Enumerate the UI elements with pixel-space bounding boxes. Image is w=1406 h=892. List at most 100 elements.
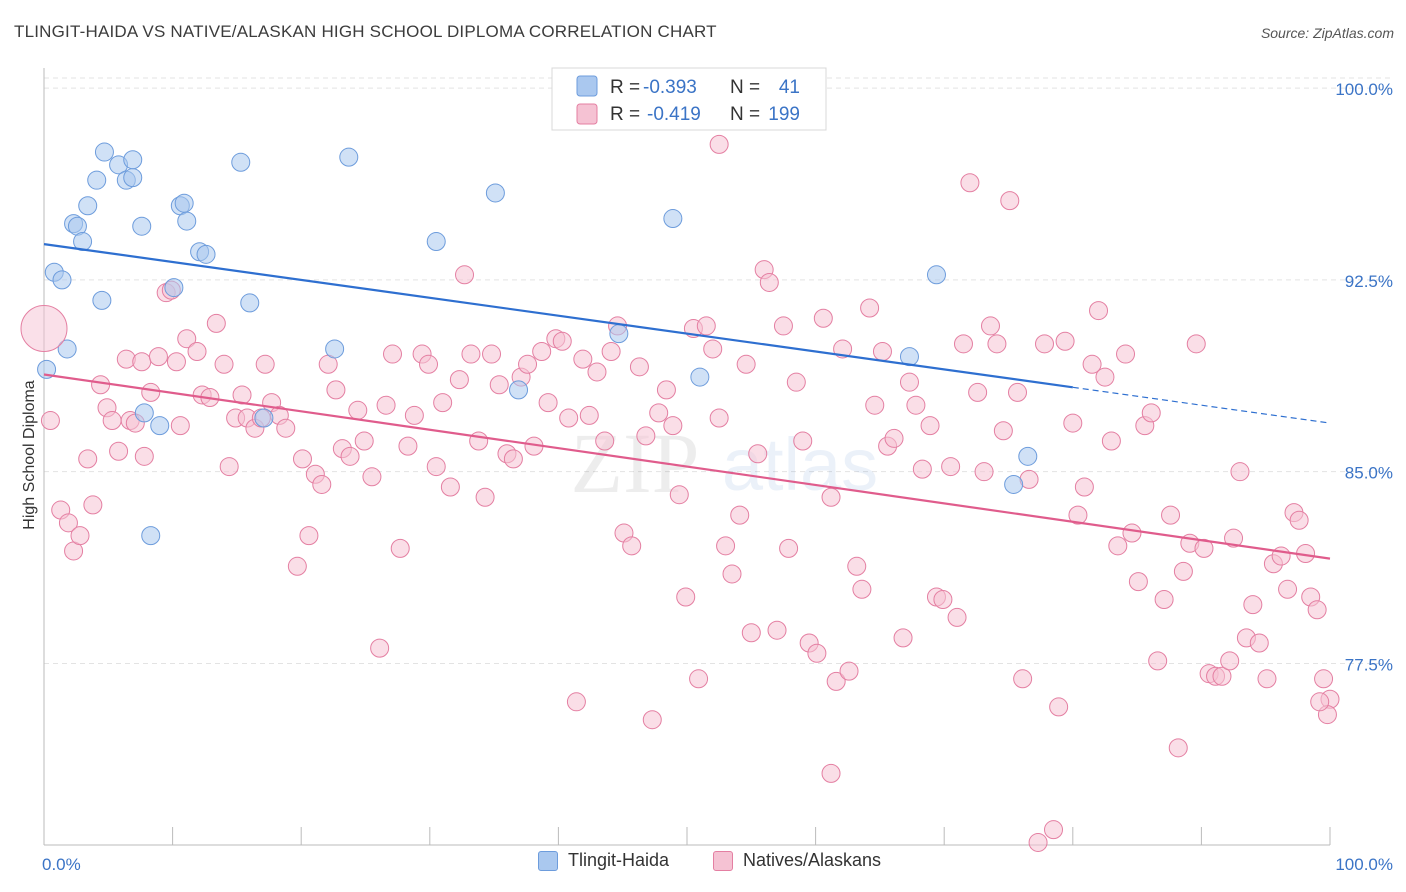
natives-point	[78, 449, 98, 469]
y-axis-label: High School Diploma	[21, 380, 38, 530]
tlingit-point	[94, 142, 114, 162]
bottom-legend: Tlingit-Haida Natives/Alaskans	[0, 850, 1406, 880]
tlingit-point	[177, 211, 197, 231]
natives-point	[968, 382, 988, 402]
natives-point	[821, 487, 841, 507]
legend-n-value-1: 41	[779, 77, 800, 98]
tlingit-point	[92, 290, 112, 310]
natives-point	[573, 349, 593, 369]
tlingit-point	[690, 367, 710, 387]
natives-point	[1044, 820, 1064, 840]
natives-point	[1278, 579, 1298, 599]
natives-point	[1314, 669, 1334, 689]
natives-point	[1161, 505, 1181, 525]
natives-point	[860, 298, 880, 318]
natives-point	[1035, 334, 1055, 354]
axes	[43, 68, 1331, 846]
legend-n-label-2: N =	[730, 104, 760, 125]
tlingit-point	[123, 150, 143, 170]
natives-point	[813, 308, 833, 328]
natives-point	[419, 354, 439, 374]
natives-point-large	[20, 304, 68, 352]
natives-point	[872, 341, 892, 361]
natives-point	[102, 411, 122, 431]
natives-point	[852, 579, 872, 599]
tlingit-point	[196, 244, 216, 264]
natives-point	[601, 341, 621, 361]
natives-point	[148, 347, 168, 367]
tlingit-point	[426, 232, 446, 252]
natives-point	[579, 405, 599, 425]
tlingit-point	[132, 216, 152, 236]
natives-point	[482, 344, 502, 364]
natives-point	[219, 457, 239, 477]
natives-point	[398, 436, 418, 456]
natives-point	[1108, 536, 1128, 556]
legend-box	[551, 67, 827, 131]
tlingit-point	[150, 416, 170, 436]
natives-point	[953, 334, 973, 354]
legend-r-label-2: R =	[610, 104, 640, 125]
natives-point	[552, 331, 572, 351]
natives-point	[390, 538, 410, 558]
trend-lines	[43, 243, 1331, 560]
natives-point	[538, 393, 558, 413]
natives-point	[312, 474, 332, 494]
source-credit: Source: ZipAtlas.com	[1260, 25, 1394, 41]
natives-point	[807, 643, 827, 663]
y-tick-label: 85.0%	[1345, 464, 1393, 483]
natives-point	[741, 623, 761, 643]
natives-point	[1310, 692, 1330, 712]
bottom-legend-swatch-natives	[713, 850, 733, 871]
natives-point	[703, 339, 723, 359]
natives-point	[83, 495, 103, 515]
tlingit-point	[663, 209, 683, 229]
natives-point	[779, 538, 799, 558]
natives-point	[354, 431, 374, 451]
natives-point	[40, 411, 60, 431]
natives-point	[716, 536, 736, 556]
natives-point	[1154, 590, 1174, 610]
natives-point	[821, 763, 841, 783]
tlingit-point	[609, 324, 629, 344]
data-points	[20, 134, 1340, 852]
natives-point	[187, 341, 207, 361]
natives-point	[1289, 510, 1309, 530]
natives-point	[276, 418, 296, 438]
legend-swatch-tlingit	[576, 75, 598, 97]
natives-point	[833, 339, 853, 359]
natives-point	[370, 638, 390, 658]
natives-point	[865, 395, 885, 415]
natives-point	[696, 316, 716, 336]
natives-point	[475, 487, 495, 507]
natives-point	[70, 526, 90, 546]
legend-n-label-1: N =	[730, 77, 760, 98]
tlingit-point	[134, 403, 154, 423]
bottom-legend-item-tlingit: Tlingit-Haida	[538, 850, 669, 871]
natives-point	[663, 416, 683, 436]
natives-point	[503, 449, 523, 469]
natives-point	[669, 485, 689, 505]
tlingit-point	[339, 147, 359, 167]
y-tick-label: 100.0%	[1335, 80, 1393, 99]
bottom-legend-label-natives: Natives/Alaskans	[743, 850, 882, 870]
natives-point	[340, 446, 360, 466]
x-tick-label-end: 100.0%	[1335, 855, 1393, 874]
tlingit-point	[141, 526, 161, 546]
natives-point	[1224, 528, 1244, 548]
natives-point	[636, 426, 656, 446]
tlingit-point	[231, 152, 251, 172]
natives-point	[1186, 334, 1206, 354]
natives-point	[960, 173, 980, 193]
natives-point	[141, 382, 161, 402]
natives-point	[912, 459, 932, 479]
natives-point	[566, 692, 586, 712]
bottom-legend-item-natives: Natives/Alaskans	[713, 850, 881, 871]
tlingit-trend-line	[43, 243, 1073, 389]
natives-point	[206, 313, 226, 333]
natives-point	[461, 344, 481, 364]
tick-labels: 100.0% 92.5% 85.0% 77.5% 0.0% 100.0%	[42, 80, 1393, 874]
natives-point	[839, 661, 859, 681]
natives-point	[170, 416, 190, 436]
natives-point	[642, 710, 662, 730]
